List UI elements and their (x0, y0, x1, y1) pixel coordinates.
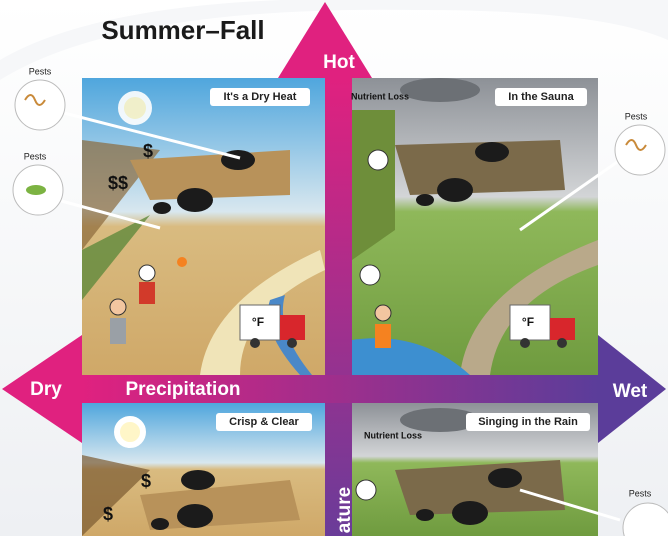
axis-label-horizontal: Precipitation (125, 379, 240, 400)
backdrop-swoosh (0, 0, 668, 80)
quadrant-wet-hot (352, 78, 598, 375)
pest-label: Pests (29, 66, 52, 76)
callout-pointer (59, 110, 241, 160)
callout-pointer (57, 198, 161, 230)
pest-icon (26, 185, 46, 195)
dry-arrow (2, 335, 82, 443)
temperature-sign: °F (522, 315, 534, 329)
pest-callout (622, 502, 668, 541)
pest-label: Pests (625, 111, 648, 121)
callout-pointer (519, 158, 621, 232)
axis-label-vertical: ature (334, 487, 355, 533)
cost-symbol: $ (143, 141, 153, 161)
pest-icon (24, 94, 46, 106)
quadrant-label: It's a Dry Heat (224, 91, 297, 103)
quadrant-label: Crisp & Clear (229, 416, 299, 428)
label-box (210, 88, 310, 106)
label-box (495, 88, 587, 106)
temperature-bar (325, 78, 352, 536)
axis-label-right: Wet (613, 381, 648, 402)
axis-label-left: Dry (30, 379, 62, 400)
callout-pointer (519, 488, 621, 522)
precipitation-bar (82, 375, 598, 403)
pest-label: Pests (24, 151, 47, 161)
quadrant-label: In the Sauna (508, 91, 574, 103)
quadrant-dry-hot (82, 78, 325, 375)
wet-arrow (598, 335, 666, 443)
cost-symbol: $ (141, 471, 151, 491)
temperature-sign: °F (252, 315, 264, 329)
hot-arrow (278, 2, 372, 78)
pest-label: Pests (629, 488, 652, 498)
pest-icon (625, 139, 647, 151)
label-box (466, 413, 590, 431)
nutrient-loss-label: Nutrient Loss (364, 430, 422, 440)
cost-symbol: $$ (108, 173, 128, 193)
title: Summer–Fall (101, 15, 264, 45)
axis-label-top: Hot (323, 52, 355, 73)
nutrient-loss-label: Nutrient Loss (351, 91, 409, 101)
label-box (216, 413, 312, 431)
cost-symbol: $ (103, 504, 113, 524)
quadrant-label: Singing in the Rain (478, 416, 578, 428)
